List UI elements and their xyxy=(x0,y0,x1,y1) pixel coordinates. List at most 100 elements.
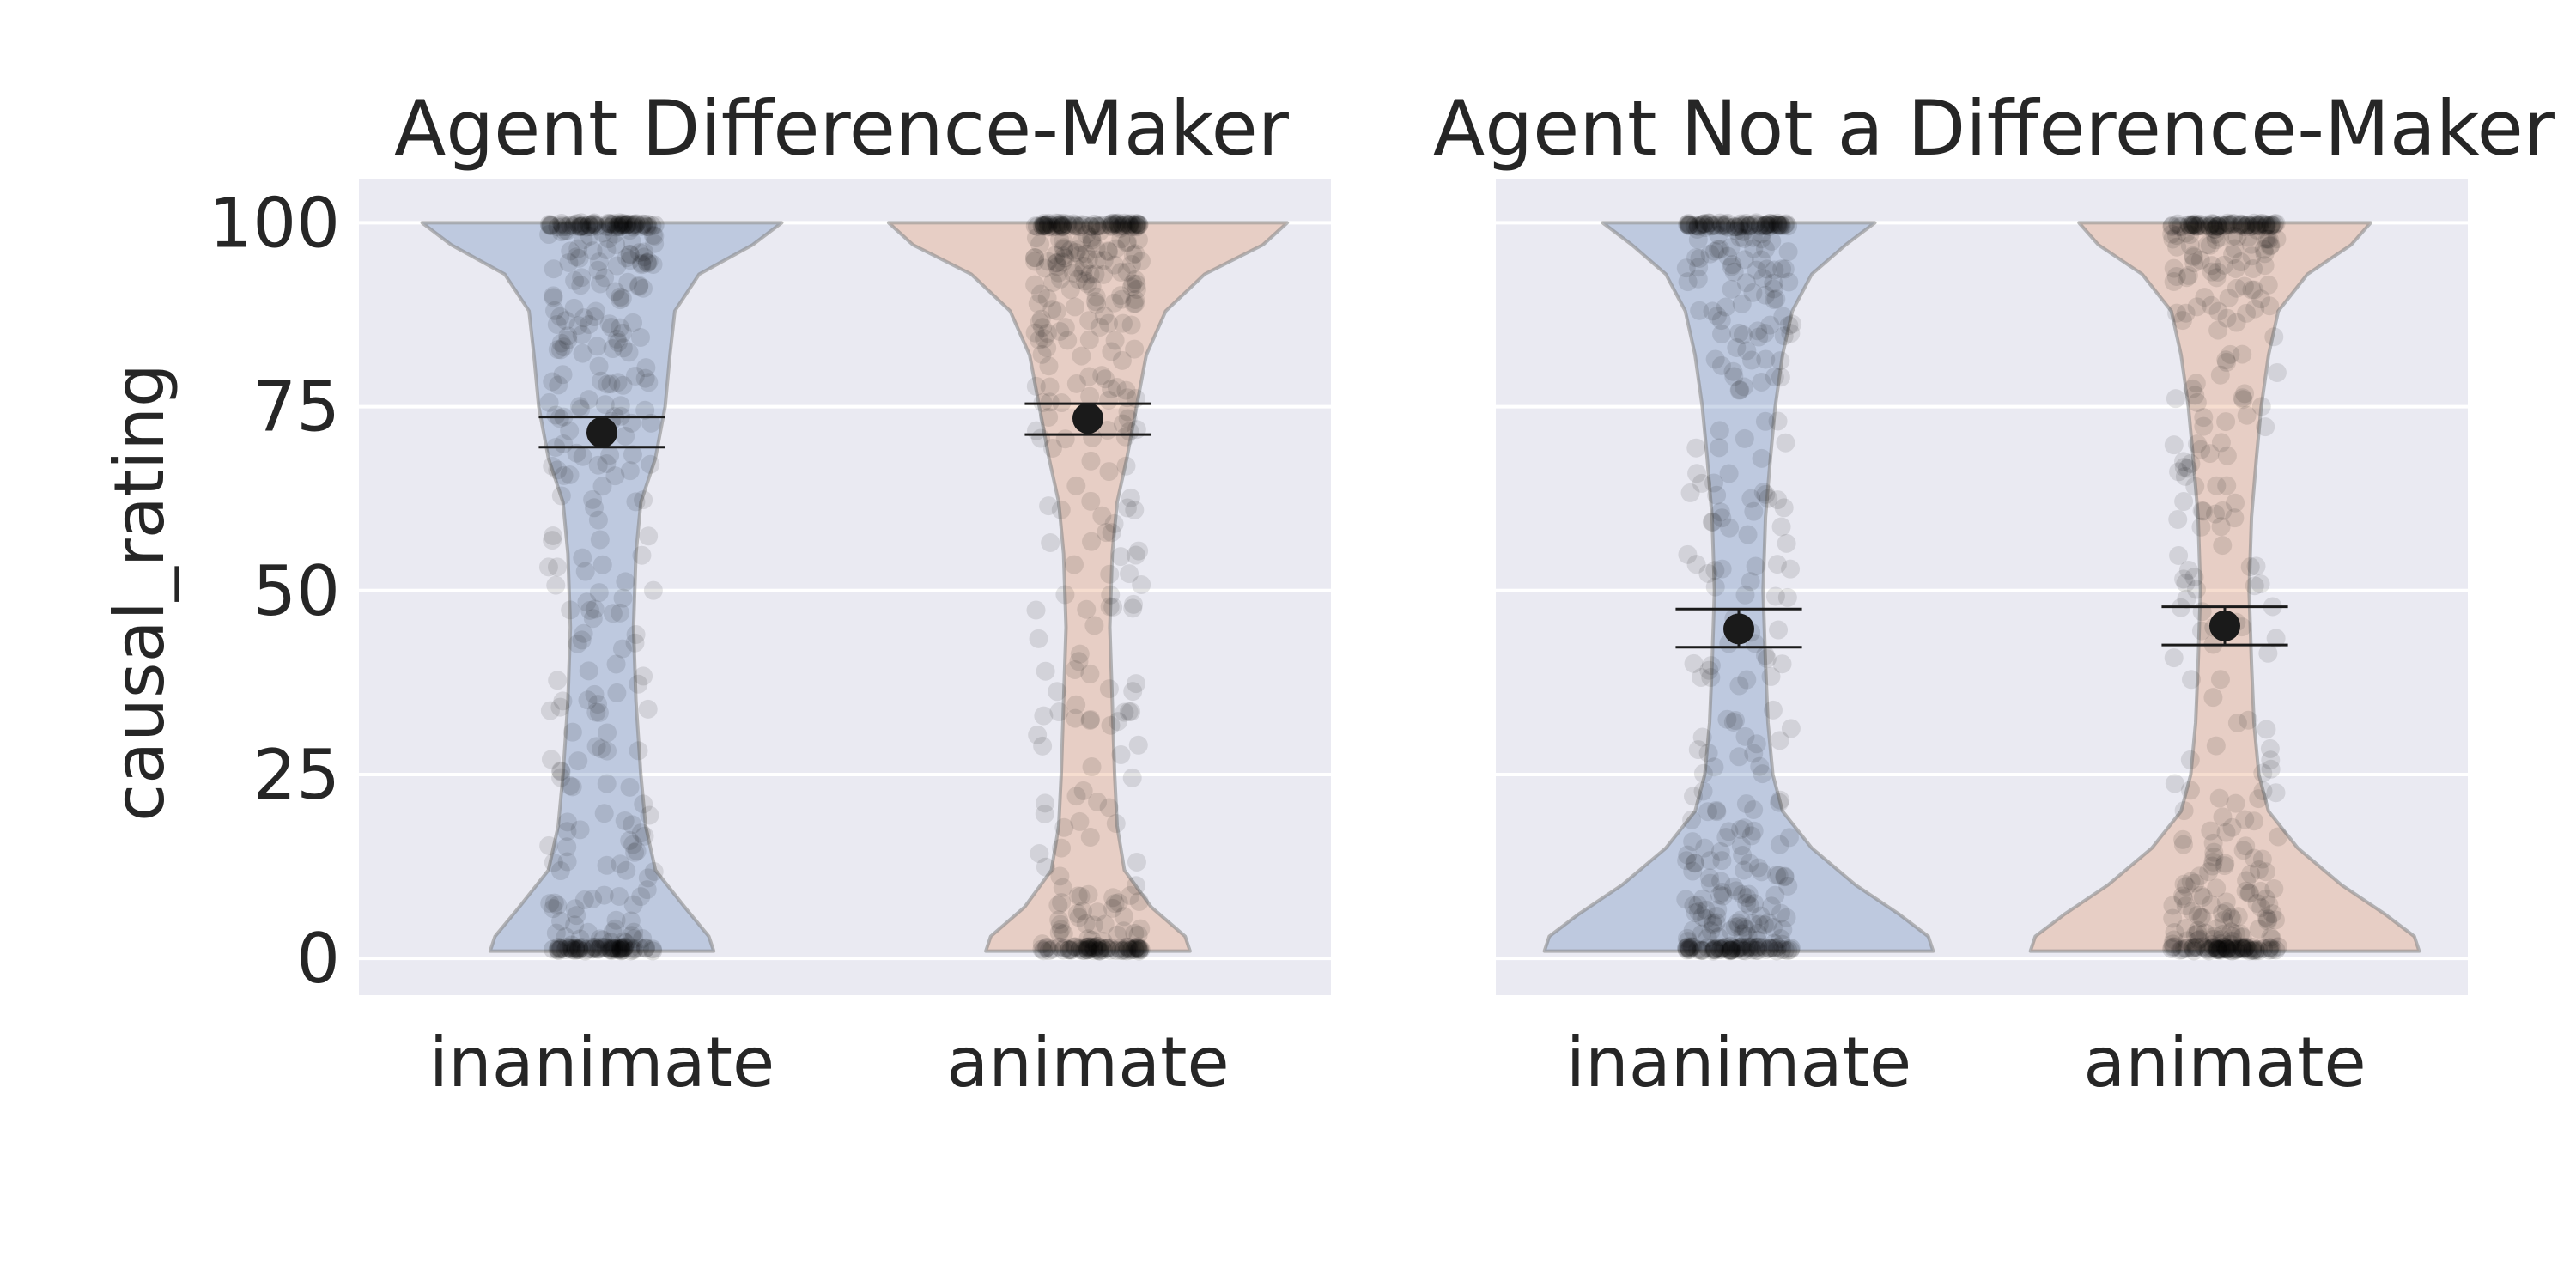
data-point xyxy=(611,603,630,623)
data-point xyxy=(618,272,638,292)
data-point xyxy=(2260,738,2280,758)
data-point xyxy=(1065,659,1084,679)
data-point xyxy=(2191,621,2211,641)
data-point xyxy=(2165,922,2184,942)
data-point xyxy=(1065,937,1084,957)
data-point xyxy=(2191,885,2211,905)
data-point xyxy=(574,230,593,250)
data-point xyxy=(1707,907,1727,927)
data-point xyxy=(2189,930,2208,950)
data-point xyxy=(1747,930,1767,950)
data-point xyxy=(1090,941,1109,961)
data-point xyxy=(1047,301,1066,321)
data-point xyxy=(2202,856,2222,876)
data-point xyxy=(1087,295,1107,314)
data-point xyxy=(1763,700,1783,720)
data-point xyxy=(609,217,629,237)
data-point xyxy=(1757,215,1777,234)
data-point xyxy=(1122,939,1142,959)
data-point xyxy=(1756,484,1776,504)
data-point xyxy=(2215,856,2234,876)
data-point xyxy=(2173,829,2193,849)
data-point xyxy=(1729,747,1749,767)
data-point xyxy=(611,939,630,959)
data-point xyxy=(1779,316,1799,336)
data-point xyxy=(2214,937,2233,957)
data-point xyxy=(1026,376,1046,396)
data-point xyxy=(1716,828,1736,848)
data-point xyxy=(1716,215,1735,234)
data-point xyxy=(1039,407,1059,427)
data-point xyxy=(1037,338,1057,358)
data-point xyxy=(1058,331,1078,350)
data-point xyxy=(589,356,609,376)
data-point xyxy=(2204,937,2224,957)
data-point xyxy=(1087,250,1107,270)
data-point xyxy=(601,374,621,394)
data-point xyxy=(2188,924,2208,944)
data-point xyxy=(1084,938,1104,957)
data-point xyxy=(1739,884,1759,904)
data-point xyxy=(1113,215,1133,234)
data-point xyxy=(1127,853,1146,872)
data-point xyxy=(2217,446,2237,465)
data-point xyxy=(1128,735,1148,755)
data-point xyxy=(1067,903,1087,923)
data-point xyxy=(1114,907,1133,927)
data-point xyxy=(1046,246,1066,265)
data-point xyxy=(1066,216,1085,235)
data-point xyxy=(2195,288,2215,307)
data-point xyxy=(1771,790,1790,810)
data-point xyxy=(2239,228,2258,247)
data-point xyxy=(1109,939,1129,958)
data-point xyxy=(2191,517,2211,537)
data-point xyxy=(2178,265,2198,285)
data-point xyxy=(2222,931,2242,951)
data-point xyxy=(634,215,653,234)
data-point xyxy=(2232,938,2251,957)
data-point xyxy=(1095,914,1115,934)
data-point xyxy=(1746,556,1765,576)
data-point xyxy=(1711,311,1731,331)
data-point xyxy=(1688,269,1708,289)
data-point xyxy=(605,919,625,939)
data-point xyxy=(1708,240,1728,259)
data-point xyxy=(1059,940,1078,960)
data-point xyxy=(1755,324,1775,343)
data-point xyxy=(1775,867,1795,887)
violins xyxy=(420,221,1290,953)
data-point xyxy=(590,929,610,949)
data-point xyxy=(2214,910,2233,930)
data-point xyxy=(2184,568,2204,587)
data-point xyxy=(2233,390,2253,410)
data-point xyxy=(620,777,640,797)
x-tick-label: animate xyxy=(946,1023,1230,1103)
data-point xyxy=(1121,885,1140,905)
data-point xyxy=(2208,939,2228,959)
data-point xyxy=(2208,919,2227,939)
data-point xyxy=(1692,941,1711,961)
data-point xyxy=(583,939,603,959)
violin-inanimate xyxy=(1542,221,1935,953)
y-tick-label: 0 xyxy=(296,919,340,999)
data-point xyxy=(544,899,563,919)
data-point xyxy=(580,215,599,234)
data-point xyxy=(1053,216,1072,235)
data-point xyxy=(1692,667,1711,687)
data-point xyxy=(2213,501,2233,520)
data-point xyxy=(603,939,623,958)
data-point xyxy=(625,633,645,653)
data-point xyxy=(1693,940,1713,960)
data-point xyxy=(541,216,561,235)
data-point xyxy=(549,938,568,957)
data-point xyxy=(2257,889,2276,908)
data-point xyxy=(645,234,665,253)
data-point xyxy=(604,215,623,234)
data-point xyxy=(643,941,663,961)
data-point xyxy=(1078,940,1097,960)
data-point xyxy=(1036,793,1055,813)
data-point xyxy=(570,820,590,840)
data-point xyxy=(1703,913,1722,933)
data-point xyxy=(602,941,622,961)
data-point xyxy=(1125,923,1145,943)
